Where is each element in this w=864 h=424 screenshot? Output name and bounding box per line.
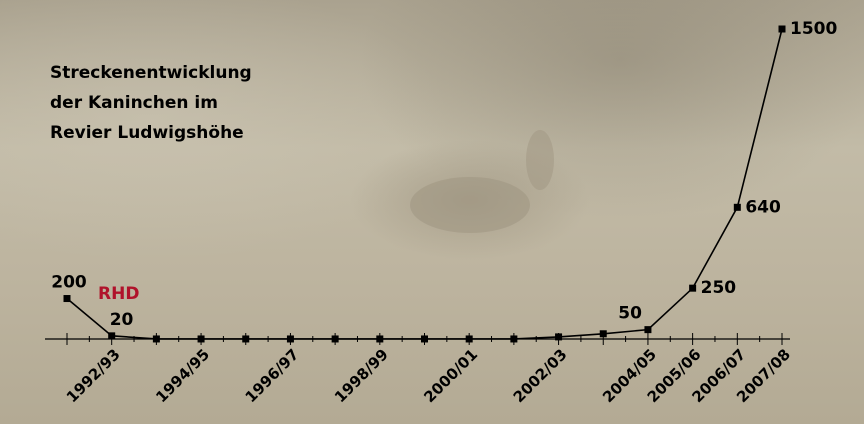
data-label: 640 bbox=[745, 197, 781, 217]
data-point bbox=[376, 335, 384, 343]
x-tick-label: 1992/93 bbox=[63, 345, 124, 406]
x-tick-label: 1994/95 bbox=[152, 345, 213, 406]
chart-title: der Kaninchen im bbox=[50, 93, 218, 113]
data-label: 50 bbox=[618, 304, 642, 324]
data-point bbox=[644, 326, 652, 334]
x-tick-label: 1998/99 bbox=[331, 345, 392, 406]
data-point bbox=[778, 25, 786, 33]
data-point bbox=[197, 335, 205, 343]
data-label: 250 bbox=[701, 278, 737, 298]
data-point bbox=[331, 335, 339, 343]
data-point bbox=[421, 335, 428, 343]
chart-title: Revier Ludwigshöhe bbox=[50, 123, 244, 143]
data-point bbox=[242, 335, 250, 343]
data-label: 20 bbox=[110, 310, 134, 330]
data-point bbox=[689, 284, 697, 292]
annotation: RHD bbox=[98, 284, 139, 304]
data-point bbox=[286, 335, 294, 343]
data-point bbox=[63, 295, 71, 303]
data-label: 1500 bbox=[790, 19, 837, 39]
data-point bbox=[108, 332, 116, 340]
x-tick-label: 1996/97 bbox=[242, 345, 303, 406]
data-label: 200 bbox=[51, 273, 87, 293]
rabbit-silhouette bbox=[410, 177, 530, 233]
x-tick-label: 2000/01 bbox=[420, 345, 481, 406]
data-point bbox=[555, 333, 563, 341]
data-point bbox=[599, 330, 607, 338]
rabbit-head bbox=[526, 130, 554, 190]
data-point bbox=[510, 335, 518, 343]
data-point bbox=[465, 335, 473, 343]
x-tick-label: 2002/03 bbox=[510, 345, 571, 406]
data-point bbox=[733, 203, 741, 211]
data-point bbox=[152, 335, 160, 343]
chart-title: Streckenentwicklung bbox=[50, 63, 252, 83]
